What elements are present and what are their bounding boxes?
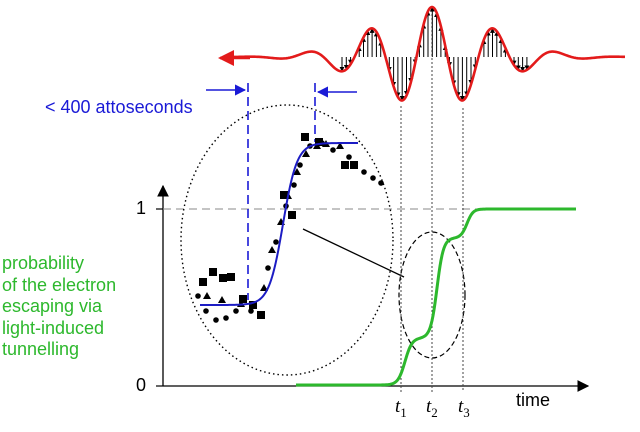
zoom-connector-line	[302, 228, 405, 278]
probability-description: probability of the electron escaping via…	[2, 253, 116, 361]
triangle-data-marker	[293, 168, 301, 175]
time-marker-t3: t3	[458, 396, 470, 420]
square-data-marker	[239, 295, 247, 303]
probability-line-2: of the electron	[2, 274, 117, 295]
square-data-marker	[350, 161, 358, 169]
probability-line-1: probability	[2, 253, 85, 273]
circle-data-marker	[195, 293, 201, 299]
tunnelling-probability-curve	[296, 207, 576, 387]
zoom-ellipse-small	[398, 231, 466, 359]
square-data-marker	[280, 191, 288, 199]
probability-line-4: light-induced	[2, 317, 105, 338]
circle-data-marker	[203, 308, 209, 314]
circle-data-marker	[370, 175, 376, 181]
square-data-marker	[209, 268, 217, 276]
measurement-markers	[195, 133, 384, 323]
triangle-data-marker	[268, 246, 276, 253]
triangle-data-marker	[336, 142, 344, 149]
circle-data-marker	[330, 147, 336, 153]
circle-data-marker	[248, 308, 254, 314]
square-data-marker	[249, 301, 257, 309]
field-vector-arrows	[339, 6, 530, 102]
square-data-marker	[341, 161, 349, 169]
time-marker-t2: t2	[426, 396, 438, 420]
circle-data-marker	[223, 315, 229, 321]
pulse-arrowhead	[218, 50, 234, 66]
fit-step-curve	[200, 142, 358, 306]
probability-line-5: tunnelling	[2, 339, 80, 359]
circle-data-marker	[378, 180, 384, 186]
square-data-marker	[288, 211, 296, 219]
zoom-ellipse-large	[180, 104, 394, 376]
circle-data-marker	[265, 265, 271, 271]
y-tick-label-one: 1	[136, 198, 147, 218]
circle-data-marker	[213, 317, 219, 323]
square-data-marker	[219, 274, 227, 282]
triangle-data-marker	[218, 296, 226, 303]
circle-data-marker	[297, 162, 303, 168]
square-data-marker	[227, 273, 235, 281]
time-marker-t1: t1	[395, 396, 407, 420]
triangle-data-marker	[260, 284, 268, 291]
circle-data-marker	[361, 169, 367, 175]
y-tick-label-zero: 0	[136, 375, 147, 395]
laser-pulse-waveform	[231, 5, 626, 102]
timing-annotation: < 400 attoseconds	[45, 97, 193, 117]
square-data-marker	[301, 133, 309, 141]
circle-data-marker	[273, 239, 279, 245]
x-axis-label: time	[516, 390, 551, 410]
circle-data-marker	[233, 308, 239, 314]
triangle-data-marker	[203, 292, 211, 299]
circle-data-marker	[291, 182, 297, 188]
probability-line-3: escaping via	[2, 296, 103, 316]
triangle-data-marker	[313, 142, 321, 149]
triangle-data-marker	[302, 150, 310, 157]
square-data-marker	[257, 311, 265, 319]
square-data-marker	[315, 138, 323, 146]
square-data-marker	[199, 278, 207, 286]
circle-data-marker	[346, 154, 352, 160]
